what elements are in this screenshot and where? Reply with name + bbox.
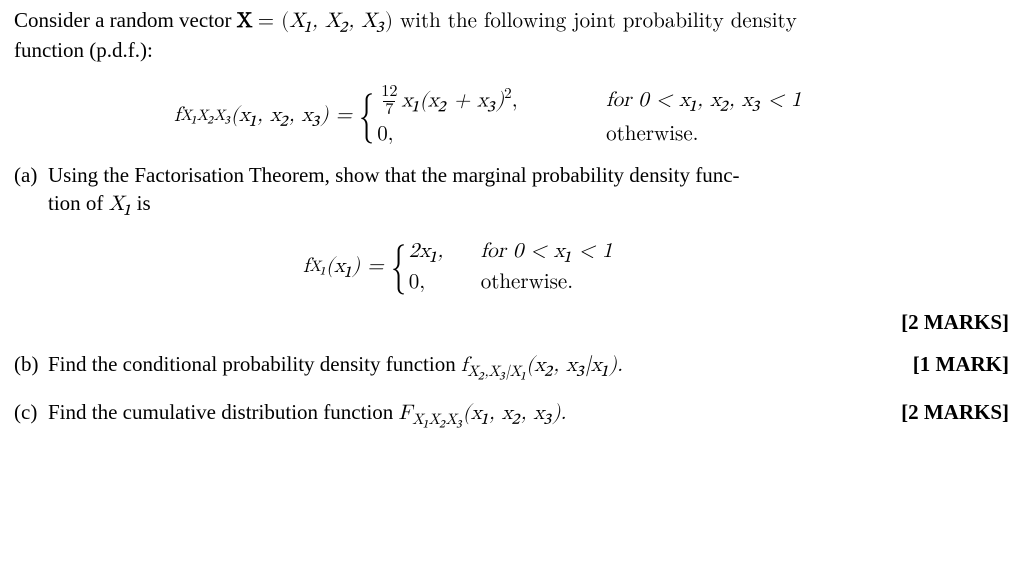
pdf-case1-cond-text: for 0 < x₁, x₂, x₃ < 1 [606, 90, 801, 111]
left-brace-icon: { [359, 96, 374, 136]
part-c-body: Find the cumulative distribution functio… [48, 398, 1009, 430]
pdf-case2-cond-text: otherwise. [606, 124, 698, 145]
cdf-F-args: (x₁, x₂, x₃). [463, 403, 567, 424]
marginal-f-args: (x₁) = [326, 253, 384, 281]
marginal-case1-cond: for 0 < x₁ < 1 [467, 238, 613, 266]
pdf-f-args: (x₁, x₂, x₃) = [231, 102, 352, 130]
cond-f-args: (x₂, x₃|x₁). [526, 355, 623, 376]
part-c-marks: [2 MARKS] [893, 398, 1009, 426]
marginal-pdf-equation: fX₁(x₁) = { 2x₁, for 0 < x₁ < 1 0, other… [48, 237, 1009, 298]
part-a-body: Using the Factorisation Theorem, show th… [48, 161, 1009, 337]
pdf-case1-comma: , [512, 90, 518, 111]
pdf-fraction: 12 7 [379, 84, 399, 119]
marginal-case-2: 0, otherwise. [409, 268, 613, 298]
part-a-text-2a: tion of [48, 191, 109, 215]
part-b-label: (b) [14, 350, 48, 382]
part-a-marks: [2 MARKS] [48, 308, 1009, 336]
left-brace-icon: { [391, 247, 406, 287]
part-c-text: Find the cumulative distribution functio… [48, 400, 399, 424]
cdf-F-sub: X₁X₂X₃ [412, 412, 462, 427]
marginal-case1-expr: 2x₁, [409, 238, 467, 266]
part-c-line: Find the cumulative distribution functio… [48, 398, 566, 430]
part-a-label: (a) [14, 161, 48, 337]
intro-text-2: ) with the following joint probability d… [385, 11, 797, 32]
pdf-case2-body: 0, [377, 124, 393, 145]
part-a: (a) Using the Factorisation Theorem, sho… [14, 161, 1009, 337]
marginal-f-sub: X₁ [309, 257, 325, 277]
pdf-cases: 12 7 x₁(x₂ + x₃)2, for 0 < x₁, x₂, x₃ < … [377, 83, 801, 151]
pdf-f-sub: X₁X₂X₃ [180, 106, 230, 126]
marginal-case2-expr: 0, [409, 269, 467, 297]
question-page: Consider a random vector X = (X₁, X₂, X₃… [0, 0, 1023, 437]
part-a-text-2b: is [131, 191, 150, 215]
marginal-case2-cond: otherwise. [467, 269, 573, 297]
intro-eq-open: = ( [258, 11, 289, 32]
part-b: (b) Find the conditional probability den… [14, 350, 1009, 382]
marginal-cases: 2x₁, for 0 < x₁ < 1 0, otherwise. [409, 237, 613, 298]
part-b-marks: [1 MARK] [905, 350, 1009, 378]
pdf-case1-expr: 12 7 x₁(x₂ + x₃)2, [377, 84, 592, 119]
part-c-label: (c) [14, 398, 48, 430]
vector-components: X₁, X₂, X₃ [289, 11, 385, 32]
marginal-case2-cond-text: otherwise. [481, 272, 573, 293]
pdf-case1-body: x₁(x₂ + x₃) [402, 90, 505, 111]
intro-paragraph: Consider a random vector X = (X₁, X₂, X₃… [14, 6, 1009, 65]
pdf-frac-num: 12 [379, 84, 399, 101]
pdf-case-1: 12 7 x₁(x₂ + x₃)2, for 0 < x₁, x₂, x₃ < … [377, 83, 801, 120]
vector-symbol: X [237, 11, 253, 32]
pdf-case1-cond: for 0 < x₁, x₂, x₃ < 1 [592, 87, 801, 115]
intro-text-3: function (p.d.f.): [14, 38, 153, 62]
intro-text-1: Consider a random vector [14, 8, 237, 32]
cond-f-sub: X₂,X₃|X₁ [467, 364, 526, 379]
pdf-frac-den: 7 [383, 101, 395, 119]
pdf-case2-expr: 0, [377, 121, 592, 149]
marginal-case-1: 2x₁, for 0 < x₁ < 1 [409, 237, 613, 267]
joint-pdf-equation: fX₁X₂X₃(x₁, x₂, x₃) = { 12 7 x₁(x₂ + x₃)… [14, 83, 1009, 151]
part-a-text-1: Using the Factorisation Theorem, show th… [48, 163, 740, 187]
marginal-case1-cond-text: for 0 < x₁ < 1 [481, 241, 613, 262]
pdf-case2-cond: otherwise. [592, 121, 698, 149]
part-b-body: Find the conditional probability density… [48, 350, 1009, 382]
part-c: (c) Find the cumulative distribution fun… [14, 398, 1009, 430]
part-b-text: Find the conditional probability density… [48, 352, 461, 376]
part-b-line: Find the conditional probability density… [48, 350, 623, 382]
cdf-F: F [399, 403, 413, 424]
pdf-case-2: 0, otherwise. [377, 120, 801, 150]
pdf-case1-pow: 2 [504, 86, 512, 101]
part-a-var: X₁ [109, 194, 132, 215]
